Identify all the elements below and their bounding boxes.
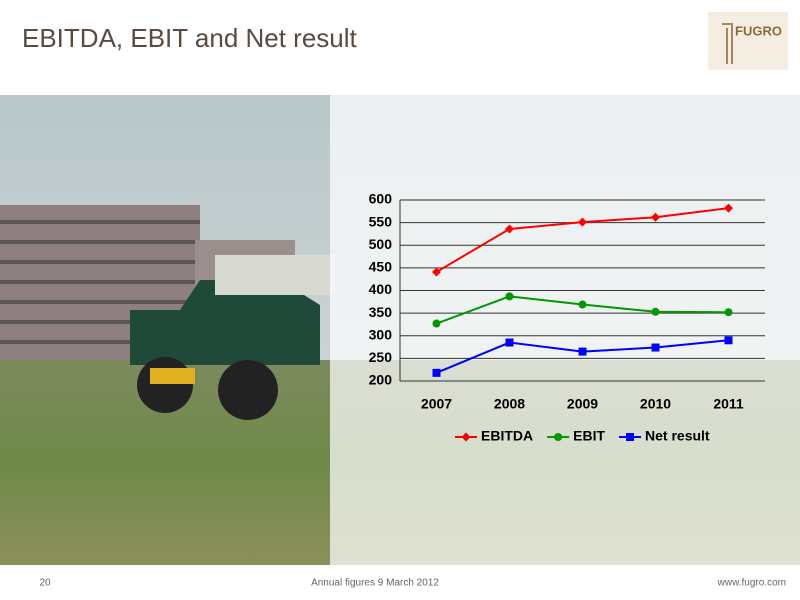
- marker: [724, 336, 733, 345]
- marker: [461, 432, 471, 442]
- plot: 200 250 300 350 400 450 500 550 600 2007 2008 2009 2…: [369, 191, 765, 444]
- marker: [432, 267, 441, 277]
- y-tick-label: 600: [369, 191, 393, 207]
- marker: [626, 433, 635, 441]
- marker: [432, 368, 441, 377]
- y-tick-label: 300: [369, 326, 393, 342]
- marker: [724, 308, 733, 317]
- x-tick-label: 2011: [713, 396, 744, 412]
- y-tick-label: 450: [369, 259, 393, 275]
- x-tick-label: 2007: [421, 396, 452, 412]
- marker: [651, 212, 660, 222]
- x-tick-label: 2008: [494, 396, 525, 412]
- marker: [578, 217, 587, 227]
- legend-label: EBIT: [573, 428, 605, 444]
- marker: [505, 292, 514, 301]
- marker: [651, 307, 660, 316]
- marker: [578, 300, 587, 309]
- footer-url: www.fugro.com: [717, 578, 786, 589]
- y-tick-label: 500: [369, 236, 393, 252]
- marker: [651, 343, 660, 352]
- marker: [578, 347, 587, 356]
- legend-label: Net result: [645, 428, 710, 444]
- logo: FUGRO: [708, 12, 788, 70]
- y-tick-label: 200: [369, 372, 393, 388]
- legend-label: EBITDA: [481, 428, 533, 444]
- logo-text: FUGRO: [735, 23, 782, 38]
- x-tick-label: 2009: [567, 396, 598, 412]
- marker: [505, 224, 514, 234]
- y-tick-label: 550: [369, 213, 393, 229]
- marker: [554, 433, 563, 441]
- x-tick-label: 2010: [640, 396, 671, 412]
- marker: [432, 319, 441, 328]
- marker: [505, 338, 514, 347]
- y-tick-label: 350: [369, 304, 393, 320]
- y-tick-label: 400: [369, 281, 393, 297]
- y-tick-label: 250: [369, 349, 393, 365]
- marker: [724, 203, 733, 213]
- footer-text: Annual figures 9 March 2012: [311, 578, 439, 589]
- page-number: 20: [39, 578, 51, 589]
- slide-title: EBITDA, EBIT and Net result: [22, 23, 358, 53]
